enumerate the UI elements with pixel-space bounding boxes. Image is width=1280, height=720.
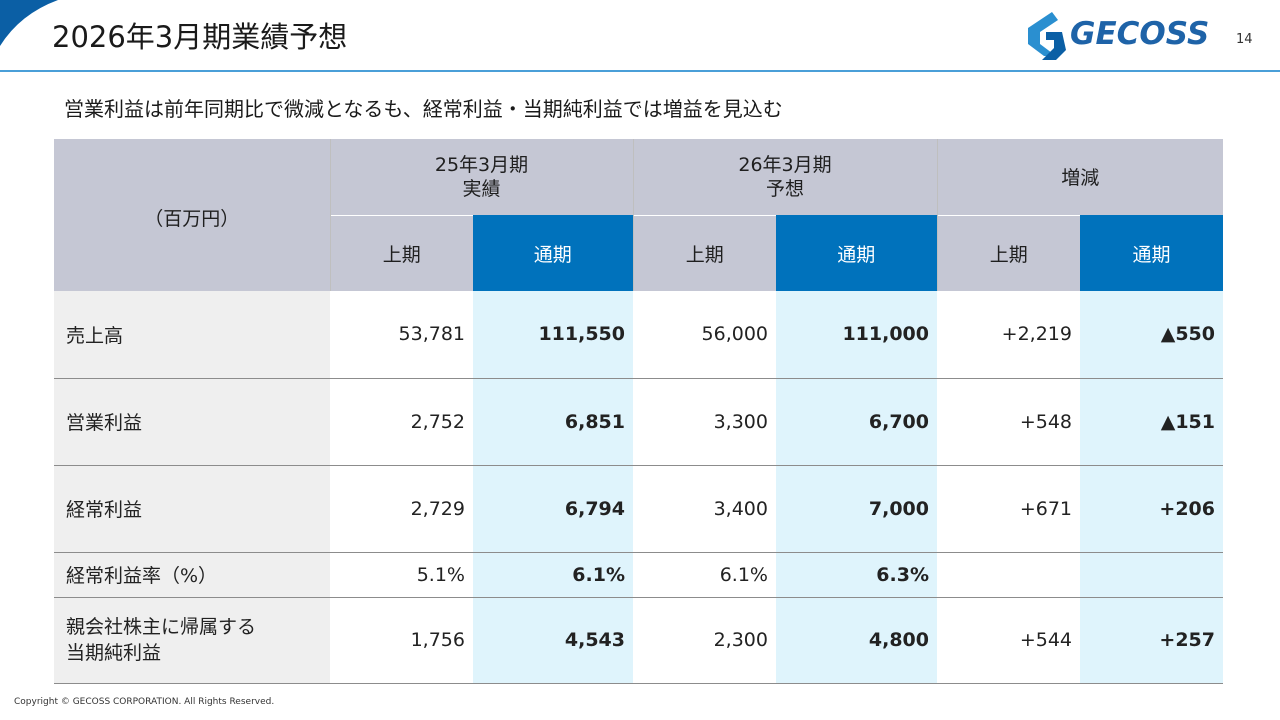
cell-fy26-full: 6,700 <box>776 378 937 466</box>
cell-change-half: +2,219 <box>937 291 1080 379</box>
logo-wordmark: GECOSS <box>1070 16 1210 52</box>
subheader-change-half: 上期 <box>936 214 1080 291</box>
subheader-fy25-full: 通期 <box>473 215 633 291</box>
cell-fy26-half: 56,000 <box>633 291 776 379</box>
cell-fy25-half: 2,729 <box>330 465 473 553</box>
cell-change-full: +206 <box>1080 465 1223 553</box>
row-label: 経常利益率（%） <box>54 552 330 598</box>
header-divider <box>0 70 1280 72</box>
fy26-type: 予想 <box>765 177 804 200</box>
table-row: 営業利益 2,752 6,851 3,300 6,700 +548 ▲151 <box>54 378 1223 466</box>
cell-fy25-full: 111,550 <box>473 291 633 379</box>
cell-fy26-half: 2,300 <box>633 597 776 684</box>
row-label-line2: 当期純利益 <box>66 642 162 664</box>
cell-change-full <box>1080 552 1223 598</box>
cell-change-half: +671 <box>937 465 1080 553</box>
table-row: 経常利益 2,729 6,794 3,400 7,000 +671 +206 <box>54 465 1223 553</box>
fy25-type: 実績 <box>462 177 501 200</box>
cell-change-full: ▲151 <box>1080 378 1223 466</box>
subtitle: 営業利益は前年同期比で微減となるも、経常利益・当期純利益では増益を見込む <box>64 97 783 121</box>
corner-accent <box>0 0 58 46</box>
subheader-fy25-half: 上期 <box>329 214 473 291</box>
cell-fy25-half: 2,752 <box>330 378 473 466</box>
cell-fy25-full: 4,543 <box>473 597 633 684</box>
row-label: 親会社株主に帰属する 当期純利益 <box>54 597 330 684</box>
row-label-line1: 親会社株主に帰属する <box>66 616 257 638</box>
page-number: 14 <box>1236 32 1253 47</box>
page-title: 2026年3月期業績予想 <box>52 20 348 54</box>
group-header-fy26: 26年3月期 予想 <box>632 139 937 215</box>
cell-change-half: +544 <box>937 597 1080 684</box>
cell-change-half <box>937 552 1080 598</box>
cell-fy25-full: 6.1% <box>473 552 633 598</box>
row-label: 経常利益 <box>54 465 330 553</box>
table-row: 親会社株主に帰属する 当期純利益 1,756 4,543 2,300 4,800… <box>54 597 1223 684</box>
row-label: 営業利益 <box>54 378 330 466</box>
subheader-fy26-half: 上期 <box>632 214 776 291</box>
cell-fy25-full: 6,851 <box>473 378 633 466</box>
subheader-fy26-full: 通期 <box>776 215 937 291</box>
subheader-change-full: 通期 <box>1080 215 1223 291</box>
company-logo: GECOSS <box>1022 8 1212 64</box>
copyright-notice: Copyright © GECOSS CORPORATION. All Righ… <box>14 697 275 707</box>
gecoss-logo-icon <box>1028 12 1066 60</box>
fy26-period: 26年3月期 <box>738 153 832 176</box>
cell-fy26-full: 7,000 <box>776 465 937 553</box>
unit-header: （百万円） <box>54 139 330 291</box>
cell-change-full: ▲550 <box>1080 291 1223 379</box>
cell-fy25-half: 53,781 <box>330 291 473 379</box>
cell-fy26-full: 6.3% <box>776 552 937 598</box>
cell-fy25-full: 6,794 <box>473 465 633 553</box>
cell-fy26-full: 111,000 <box>776 291 937 379</box>
row-label: 売上高 <box>54 291 330 379</box>
cell-change-half: +548 <box>937 378 1080 466</box>
earnings-forecast-table: （百万円） 25年3月期 実績 26年3月期 予想 増減 上期 通期 上期 通期… <box>54 139 1223 684</box>
fy25-period: 25年3月期 <box>434 153 529 176</box>
cell-fy26-full: 4,800 <box>776 597 937 684</box>
cell-fy26-half: 3,300 <box>633 378 776 466</box>
group-header-change: 増減 <box>936 139 1223 215</box>
group-header-fy25: 25年3月期 実績 <box>329 139 633 215</box>
table-row: 売上高 53,781 111,550 56,000 111,000 +2,219… <box>54 291 1223 379</box>
cell-fy25-half: 5.1% <box>330 552 473 598</box>
cell-fy25-half: 1,756 <box>330 597 473 684</box>
table-row: 経常利益率（%） 5.1% 6.1% 6.1% 6.3% <box>54 552 1223 598</box>
cell-fy26-half: 3,400 <box>633 465 776 553</box>
cell-change-full: +257 <box>1080 597 1223 684</box>
cell-fy26-half: 6.1% <box>633 552 776 598</box>
